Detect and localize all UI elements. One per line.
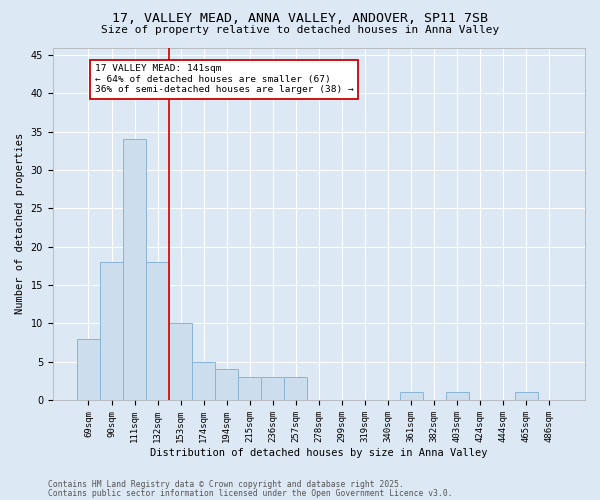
Text: Contains public sector information licensed under the Open Government Licence v3: Contains public sector information licen… xyxy=(48,488,452,498)
Text: Size of property relative to detached houses in Anna Valley: Size of property relative to detached ho… xyxy=(101,25,499,35)
Bar xyxy=(77,338,100,400)
Bar xyxy=(100,262,123,400)
Text: 17 VALLEY MEAD: 141sqm
← 64% of detached houses are smaller (67)
36% of semi-det: 17 VALLEY MEAD: 141sqm ← 64% of detached… xyxy=(95,64,353,94)
Bar xyxy=(192,362,215,400)
Text: 17, VALLEY MEAD, ANNA VALLEY, ANDOVER, SP11 7SB: 17, VALLEY MEAD, ANNA VALLEY, ANDOVER, S… xyxy=(112,12,488,26)
Bar xyxy=(123,140,146,400)
Bar xyxy=(284,377,307,400)
Text: Contains HM Land Registry data © Crown copyright and database right 2025.: Contains HM Land Registry data © Crown c… xyxy=(48,480,404,489)
Bar xyxy=(446,392,469,400)
Bar xyxy=(400,392,422,400)
Bar xyxy=(515,392,538,400)
Bar xyxy=(146,262,169,400)
Bar xyxy=(261,377,284,400)
Bar xyxy=(238,377,261,400)
Y-axis label: Number of detached properties: Number of detached properties xyxy=(15,133,25,314)
X-axis label: Distribution of detached houses by size in Anna Valley: Distribution of detached houses by size … xyxy=(150,448,488,458)
Bar xyxy=(215,370,238,400)
Bar xyxy=(169,324,192,400)
